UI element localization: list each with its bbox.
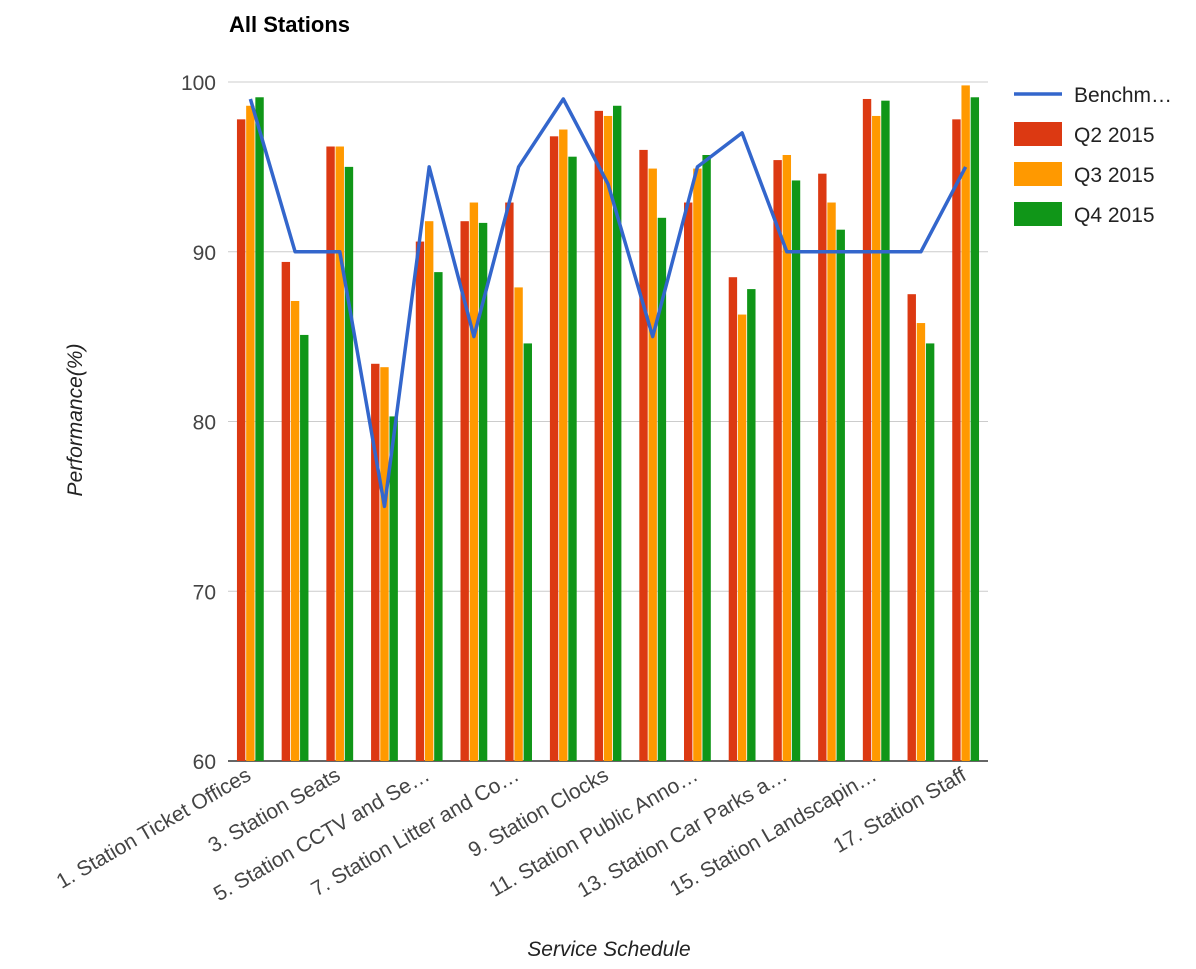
legend-label: Q2 2015 <box>1074 124 1155 147</box>
bar <box>424 221 434 761</box>
bar <box>568 156 577 761</box>
legend: Benchm… Q2 2015 Q3 2015 Q4 2015 <box>1014 84 1172 227</box>
x-axis-title: Service Schedule <box>527 938 690 961</box>
bar <box>371 363 380 761</box>
bar <box>970 97 980 762</box>
bar <box>782 154 792 761</box>
bar <box>916 323 926 761</box>
bar <box>300 334 309 761</box>
legend-swatch <box>1014 202 1062 226</box>
bar <box>380 367 389 761</box>
bar <box>594 110 603 762</box>
bar <box>773 160 782 761</box>
y-axis-ticks: 60 70 80 90 100 <box>181 72 216 774</box>
bar <box>702 154 711 761</box>
bar <box>505 202 514 761</box>
bar <box>460 221 469 761</box>
bar <box>881 100 890 762</box>
bar <box>791 180 801 761</box>
bar <box>907 294 916 761</box>
bar <box>326 146 335 761</box>
bar <box>872 115 881 761</box>
bar <box>603 115 613 761</box>
y-tick-label: 100 <box>181 72 216 95</box>
y-axis-title: Performance(%) <box>64 344 87 497</box>
bar <box>747 289 756 761</box>
bar <box>693 168 702 761</box>
bar <box>415 241 425 761</box>
legend-label: Q3 2015 <box>1074 164 1155 187</box>
bar <box>290 300 300 761</box>
bar <box>236 119 246 762</box>
bar <box>255 97 264 762</box>
bar <box>613 105 622 761</box>
bar <box>344 166 354 761</box>
legend-swatch <box>1014 162 1062 186</box>
bar <box>925 343 935 761</box>
legend-label: Q4 2015 <box>1074 204 1155 227</box>
bar <box>469 202 479 761</box>
y-tick-label: 80 <box>193 412 216 435</box>
y-tick-label: 60 <box>193 751 216 774</box>
benchmark-line-group <box>248 97 968 509</box>
bar <box>952 119 961 762</box>
bar <box>389 416 398 761</box>
legend-swatch <box>1014 122 1062 146</box>
chart-title: All Stations <box>229 12 350 37</box>
bars <box>236 85 980 762</box>
y-tick-label: 90 <box>193 242 216 265</box>
legend-label: Benchm… <box>1074 84 1172 107</box>
bar <box>281 261 291 761</box>
bar <box>836 229 845 761</box>
bar <box>684 202 693 761</box>
bar <box>827 202 836 761</box>
bar <box>549 136 559 761</box>
bar <box>559 129 568 761</box>
bar <box>657 217 667 762</box>
bar <box>961 85 970 761</box>
bar <box>514 287 523 761</box>
bar <box>818 173 827 762</box>
bar <box>648 168 657 761</box>
bar <box>478 222 488 761</box>
bar <box>434 272 443 761</box>
benchmark-line <box>248 97 968 509</box>
bar <box>737 314 747 761</box>
y-tick-label: 70 <box>193 581 216 604</box>
bar <box>335 146 344 761</box>
bar <box>862 98 872 762</box>
bar <box>639 149 648 761</box>
bar <box>523 343 532 761</box>
bar <box>728 277 738 761</box>
bar <box>246 105 255 761</box>
